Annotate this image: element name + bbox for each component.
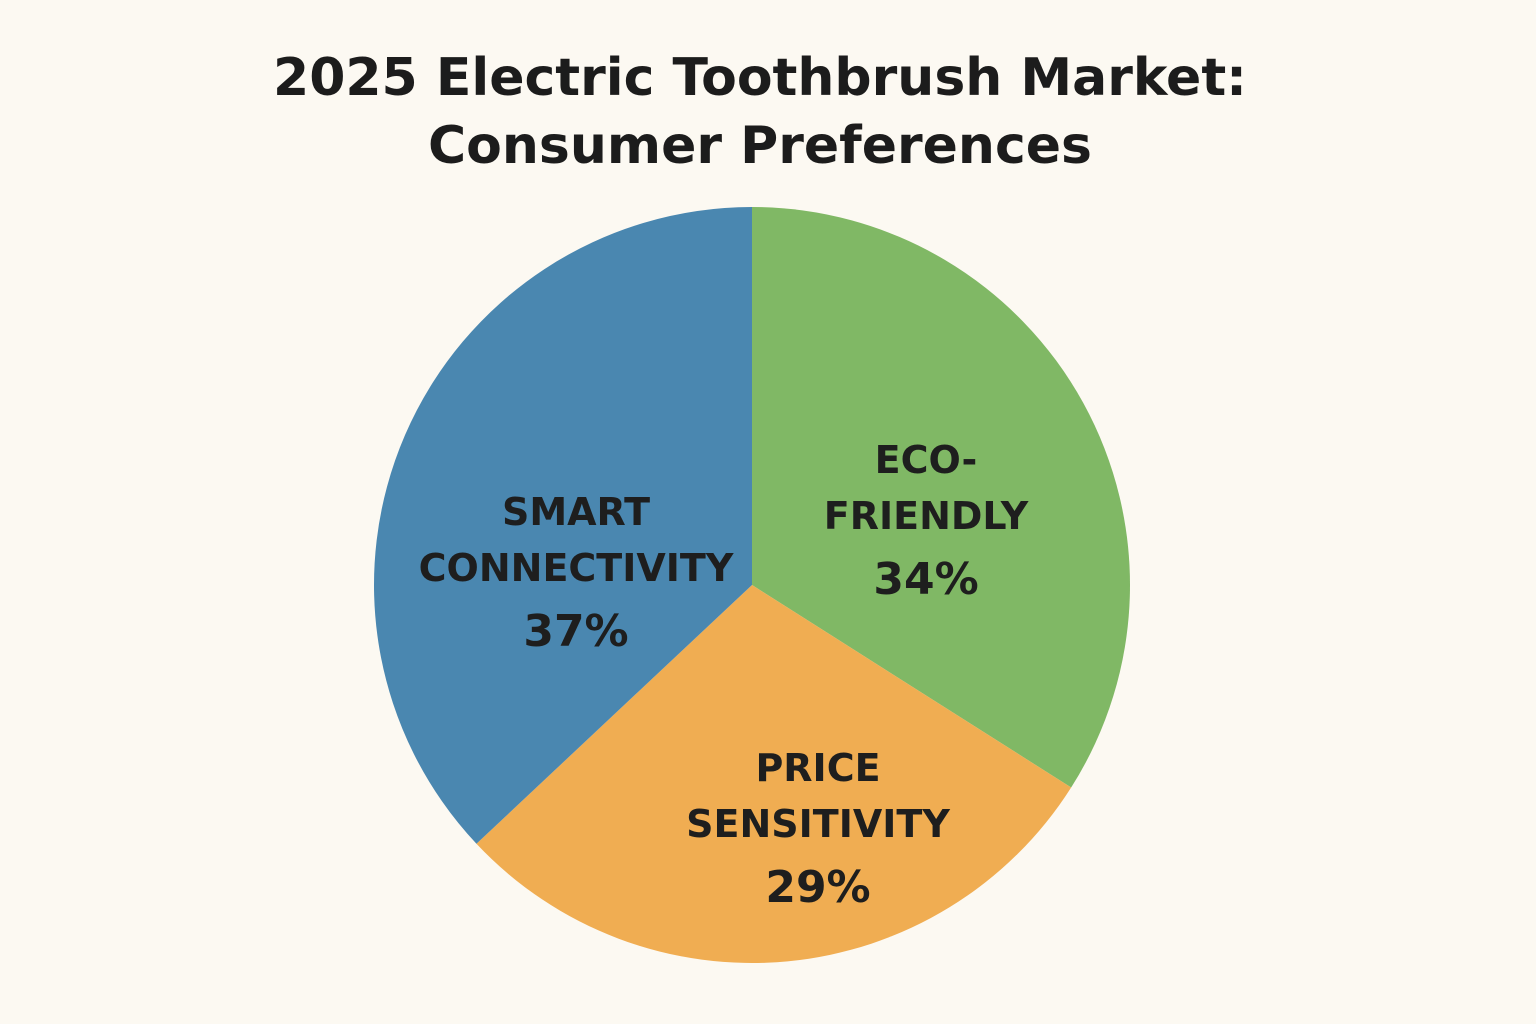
slice-label-price-sensitivity: PRICE SENSITIVITY 29% bbox=[686, 684, 950, 972]
pie-slice-eco-friendly bbox=[752, 207, 1130, 788]
slice-label-text: SMART CONNECTIVITY bbox=[418, 490, 734, 590]
slice-value-label: 29% bbox=[765, 862, 871, 913]
pie-slice-price-sensitivity bbox=[476, 585, 1072, 964]
title-line-2: Consumer Preferences bbox=[428, 116, 1092, 176]
title-line-1: 2025 Electric Toothbrush Market: bbox=[273, 48, 1247, 108]
slice-label-text: ECO- FRIENDLY bbox=[823, 438, 1029, 538]
slice-label-eco-friendly: ECO- FRIENDLY 34% bbox=[824, 376, 1028, 664]
slice-label-smart-connectivity: SMART CONNECTIVITY 37% bbox=[419, 428, 734, 716]
slice-label-text: PRICE SENSITIVITY bbox=[686, 746, 950, 846]
pie-slice-smart-connectivity bbox=[374, 207, 752, 844]
slice-value-label: 34% bbox=[873, 554, 979, 605]
slice-value-label: 37% bbox=[523, 606, 629, 657]
chart-title: 2025 Electric Toothbrush Market: Consume… bbox=[0, 44, 1520, 180]
